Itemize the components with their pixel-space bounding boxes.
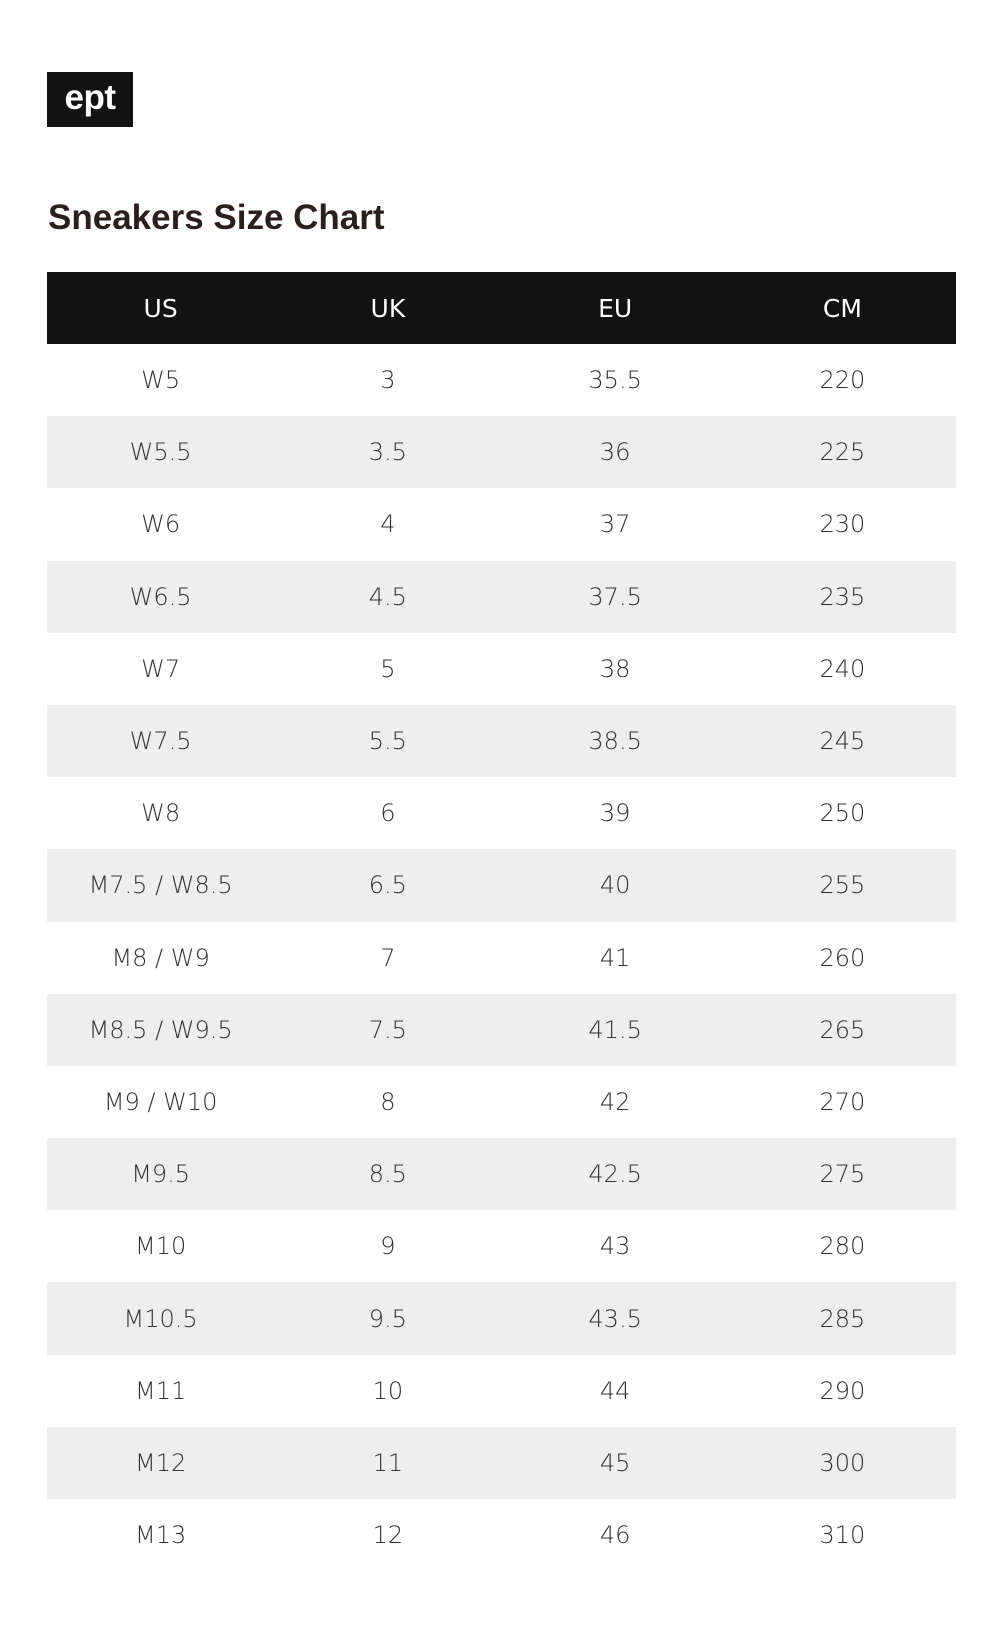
cell-us: M10 [135, 1232, 187, 1261]
cell-us: W5 [141, 366, 181, 395]
cell-cm: 250 [819, 799, 866, 828]
table-row: W6 4 37 230 [47, 488, 956, 560]
page-title: Sneakers Size Chart [48, 198, 385, 237]
table-row: M11 10 44 290 [47, 1355, 956, 1427]
cell-us: M7.5 / W8.5 [47, 849, 275, 922]
cell-us: M13 [135, 1521, 187, 1550]
table-header-row: US UK EU CM [47, 272, 956, 344]
cell-cm: 245 [728, 704, 956, 778]
cell-us: W7 [141, 654, 181, 683]
cell-cm: 265 [728, 993, 956, 1066]
cell-cm: 240 [819, 654, 866, 683]
cell-eu: 43 [599, 1232, 631, 1261]
cell-cm: 275 [728, 1138, 956, 1211]
cell-eu: 41.5 [501, 993, 729, 1066]
cell-uk: 6.5 [274, 849, 502, 922]
table-row: W5 3 35.5 220 [47, 344, 956, 416]
table-row: M9 / W10 8 42 270 [47, 1066, 956, 1138]
cell-cm: 270 [819, 1087, 866, 1116]
cell-cm: 230 [819, 510, 866, 539]
cell-cm: 280 [819, 1232, 866, 1261]
column-header-us: US [47, 272, 275, 344]
cell-cm: 235 [728, 560, 956, 633]
cell-us: M10.5 [47, 1282, 275, 1355]
table-row: W6.5 4.5 37.5 235 [47, 560, 956, 633]
cell-eu: 35.5 [588, 366, 642, 395]
cell-uk: 10 [372, 1376, 404, 1405]
cell-cm: 255 [728, 849, 956, 922]
table-row: M10 9 43 280 [47, 1210, 956, 1282]
table-row: M10.5 9.5 43.5 285 [47, 1282, 956, 1355]
cell-cm: 260 [819, 943, 866, 972]
cell-eu: 43.5 [501, 1282, 729, 1355]
cell-eu: 45 [501, 1426, 729, 1499]
table-row: W7 5 38 240 [47, 633, 956, 705]
cell-uk: 12 [372, 1521, 404, 1550]
size-chart-table: US UK EU CM W5 3 35.5 220 W5.5 3.5 36 225 W6 4 37 230 W… [47, 272, 956, 1571]
cell-us: W5.5 [47, 416, 275, 489]
cell-cm: 290 [819, 1376, 866, 1405]
cell-us: M9.5 [47, 1138, 275, 1211]
cell-us: W8 [141, 799, 181, 828]
cell-uk: 8 [380, 1087, 396, 1116]
cell-uk: 9 [380, 1232, 396, 1261]
cell-uk: 4.5 [274, 560, 502, 633]
table-row: M8 / W9 7 41 260 [47, 922, 956, 994]
cell-eu: 40 [501, 849, 729, 922]
cell-eu: 46 [599, 1521, 631, 1550]
cell-cm: 220 [819, 366, 866, 395]
cell-cm: 310 [819, 1521, 866, 1550]
cell-uk: 7.5 [274, 993, 502, 1066]
cell-us: M8 / W9 [111, 943, 210, 972]
cell-us: M8.5 / W9.5 [47, 993, 275, 1066]
table-row: M13 12 46 310 [47, 1499, 956, 1571]
cell-eu: 37.5 [501, 560, 729, 633]
cell-us: M11 [135, 1376, 187, 1405]
cell-uk: 3.5 [274, 416, 502, 489]
cell-eu: 38 [599, 654, 631, 683]
table-row: W8 6 39 250 [47, 777, 956, 849]
table-row: M8.5 / W9.5 7.5 41.5 265 [47, 993, 956, 1066]
table-row: M7.5 / W8.5 6.5 40 255 [47, 849, 956, 922]
cell-uk: 9.5 [274, 1282, 502, 1355]
cell-uk: 11 [274, 1426, 502, 1499]
cell-cm: 285 [728, 1282, 956, 1355]
cell-uk: 4 [380, 510, 396, 539]
cell-uk: 5 [380, 654, 396, 683]
cell-uk: 6 [380, 799, 396, 828]
cell-eu: 44 [599, 1376, 631, 1405]
column-header-cm: CM [728, 272, 956, 344]
cell-eu: 39 [599, 799, 631, 828]
cell-cm: 225 [728, 416, 956, 489]
table-row: M9.5 8.5 42.5 275 [47, 1138, 956, 1211]
cell-eu: 38.5 [501, 704, 729, 778]
cell-us: M12 [47, 1426, 275, 1499]
brand-logo: ept [47, 72, 133, 127]
cell-uk: 5.5 [274, 704, 502, 778]
cell-eu: 41 [599, 943, 631, 972]
table-row: W5.5 3.5 36 225 [47, 416, 956, 489]
cell-eu: 36 [501, 416, 729, 489]
cell-uk: 8.5 [274, 1138, 502, 1211]
cell-us: M9 / W10 [103, 1087, 218, 1116]
cell-eu: 42.5 [501, 1138, 729, 1211]
cell-cm: 300 [728, 1426, 956, 1499]
table-row: M12 11 45 300 [47, 1426, 956, 1499]
cell-us: W7.5 [47, 704, 275, 778]
cell-us: W6 [141, 510, 181, 539]
cell-us: W6.5 [47, 560, 275, 633]
cell-eu: 37 [599, 510, 631, 539]
column-header-uk: UK [274, 272, 502, 344]
cell-eu: 42 [599, 1087, 631, 1116]
column-header-eu: EU [501, 272, 729, 344]
cell-uk: 3 [380, 366, 396, 395]
cell-uk: 7 [380, 943, 396, 972]
table-row: W7.5 5.5 38.5 245 [47, 704, 956, 778]
